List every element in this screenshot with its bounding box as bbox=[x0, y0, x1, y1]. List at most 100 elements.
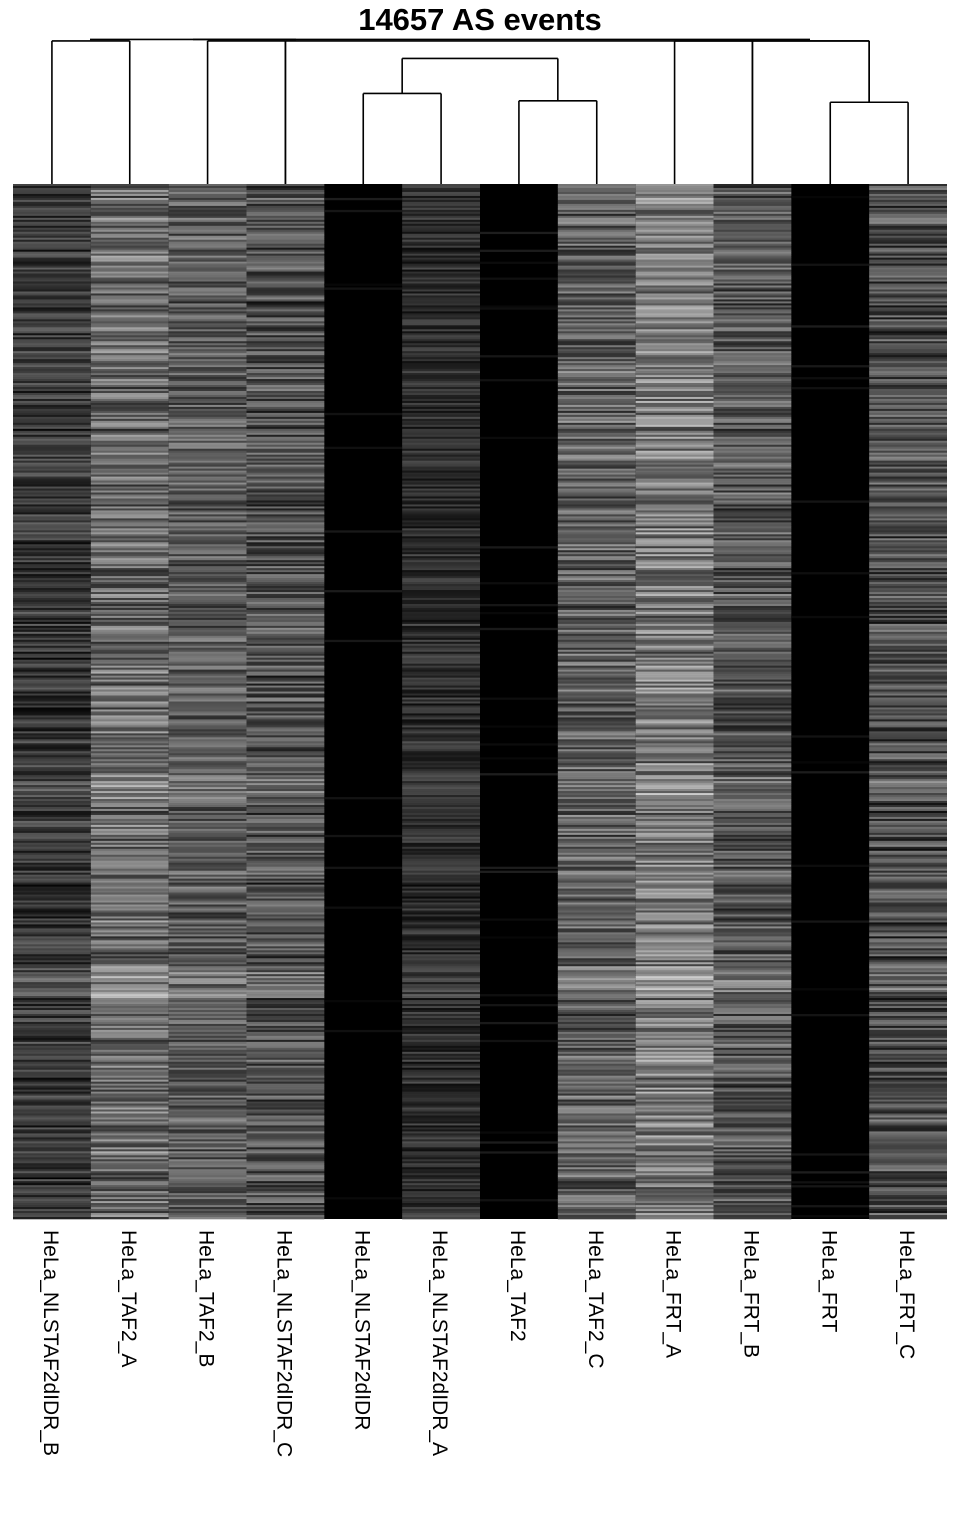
heatmap-cell bbox=[713, 279, 792, 282]
heatmap-cell bbox=[168, 538, 247, 541]
heatmap-cell bbox=[869, 1089, 947, 1092]
heatmap-cell bbox=[635, 749, 714, 752]
heatmap-cell bbox=[90, 193, 169, 197]
heatmap-cell bbox=[402, 542, 480, 545]
heatmap-cell bbox=[168, 741, 247, 744]
heatmap-cell bbox=[869, 1193, 947, 1196]
heatmap-cell bbox=[168, 305, 247, 308]
heatmap-cell bbox=[246, 1211, 325, 1214]
heatmap-cell bbox=[635, 402, 714, 406]
heatmap-cell bbox=[246, 1039, 325, 1043]
heatmap-cell bbox=[168, 910, 247, 913]
heatmap-cell bbox=[90, 434, 169, 438]
heatmap-cell bbox=[480, 307, 558, 310]
heatmap-cell bbox=[13, 598, 91, 601]
heatmap-cell bbox=[402, 801, 480, 804]
heatmap-cell bbox=[13, 709, 91, 712]
heatmap-cell bbox=[90, 932, 169, 935]
heatmap-cell bbox=[246, 598, 325, 601]
heatmap-cell bbox=[402, 711, 480, 714]
heatmap-cell bbox=[402, 781, 480, 784]
heatmap-cell bbox=[402, 763, 480, 766]
heatmap-cell bbox=[713, 940, 792, 943]
heatmap-cell bbox=[246, 661, 325, 664]
heatmap-cell bbox=[13, 217, 91, 221]
heatmap-cell bbox=[246, 1012, 325, 1015]
heatmap-cell bbox=[869, 938, 947, 941]
heatmap-cell bbox=[168, 450, 247, 453]
heatmap-cell bbox=[246, 251, 325, 254]
heatmap-cell bbox=[90, 189, 169, 193]
heatmap-cell bbox=[168, 470, 247, 473]
heatmap-cell bbox=[869, 520, 947, 523]
heatmap-cell bbox=[557, 1203, 636, 1206]
heatmap-cell bbox=[713, 976, 792, 979]
heatmap-cell bbox=[557, 926, 636, 929]
heatmap-cell bbox=[869, 1217, 947, 1220]
heatmap-cell bbox=[557, 450, 636, 453]
heatmap-cell bbox=[90, 854, 169, 858]
heatmap-cell bbox=[90, 910, 169, 913]
heatmap-cell bbox=[713, 500, 792, 503]
heatmap-cell bbox=[246, 757, 325, 760]
heatmap-cell bbox=[402, 812, 480, 816]
heatmap-cell bbox=[246, 367, 325, 370]
heatmap-cell bbox=[635, 277, 714, 280]
heatmap-cell bbox=[713, 357, 792, 360]
heatmap-cell bbox=[557, 1177, 636, 1180]
heatmap-cell bbox=[168, 568, 247, 571]
heatmap-cell bbox=[635, 803, 714, 806]
heatmap-cell bbox=[13, 621, 91, 625]
heatmap-cell bbox=[713, 1025, 792, 1029]
heatmap-cell bbox=[168, 763, 247, 766]
heatmap-cell bbox=[13, 1027, 91, 1031]
heatmap-cell bbox=[713, 689, 792, 692]
heatmap-cell bbox=[402, 1087, 480, 1090]
heatmap-cell bbox=[402, 544, 480, 547]
heatmap-cell bbox=[869, 986, 947, 989]
heatmap-cell bbox=[246, 454, 325, 457]
heatmap-cell bbox=[13, 912, 91, 915]
heatmap-cell bbox=[402, 599, 480, 603]
heatmap-cell bbox=[713, 275, 792, 278]
heatmap-cell bbox=[90, 235, 169, 239]
heatmap-cell bbox=[557, 430, 636, 434]
heatmap-cell bbox=[869, 1207, 947, 1210]
heatmap-cell bbox=[635, 601, 714, 605]
heatmap-cell bbox=[246, 1015, 325, 1019]
heatmap-cell bbox=[90, 279, 169, 282]
heatmap-cell bbox=[635, 836, 714, 840]
heatmap-cell bbox=[869, 960, 947, 963]
heatmap-cell bbox=[869, 775, 947, 778]
heatmap-cell bbox=[713, 1071, 792, 1074]
heatmap-cell bbox=[90, 400, 169, 404]
heatmap-cell bbox=[168, 219, 247, 223]
heatmap-cell bbox=[713, 1135, 792, 1138]
heatmap-cell bbox=[90, 480, 169, 483]
heatmap-cell bbox=[713, 476, 792, 479]
heatmap-cell bbox=[90, 237, 169, 241]
heatmap-cell bbox=[13, 1205, 91, 1208]
heatmap-cell bbox=[13, 1179, 91, 1182]
heatmap-cell bbox=[869, 508, 947, 511]
heatmap-cell bbox=[246, 556, 325, 559]
heatmap-cell bbox=[713, 874, 792, 877]
heatmap-cell bbox=[13, 830, 91, 834]
heatmap-cell bbox=[791, 1013, 870, 1017]
heatmap-cell bbox=[635, 239, 714, 243]
heatmap-cell bbox=[168, 818, 247, 822]
heatmap-cell bbox=[713, 428, 792, 432]
heatmap-cell bbox=[90, 367, 169, 370]
heatmap-cell bbox=[635, 922, 714, 925]
heatmap-cell bbox=[90, 1081, 169, 1084]
heatmap-cell bbox=[168, 522, 247, 525]
heatmap-cell bbox=[635, 729, 714, 732]
heatmap-cell bbox=[90, 1041, 169, 1045]
heatmap-cell bbox=[246, 309, 325, 312]
heatmap-cell bbox=[13, 938, 91, 941]
heatmap-cell bbox=[557, 1091, 636, 1094]
heatmap-cell bbox=[246, 826, 325, 830]
heatmap-cell bbox=[90, 898, 169, 901]
heatmap-cell bbox=[90, 1129, 169, 1132]
heatmap-cell bbox=[402, 876, 480, 879]
